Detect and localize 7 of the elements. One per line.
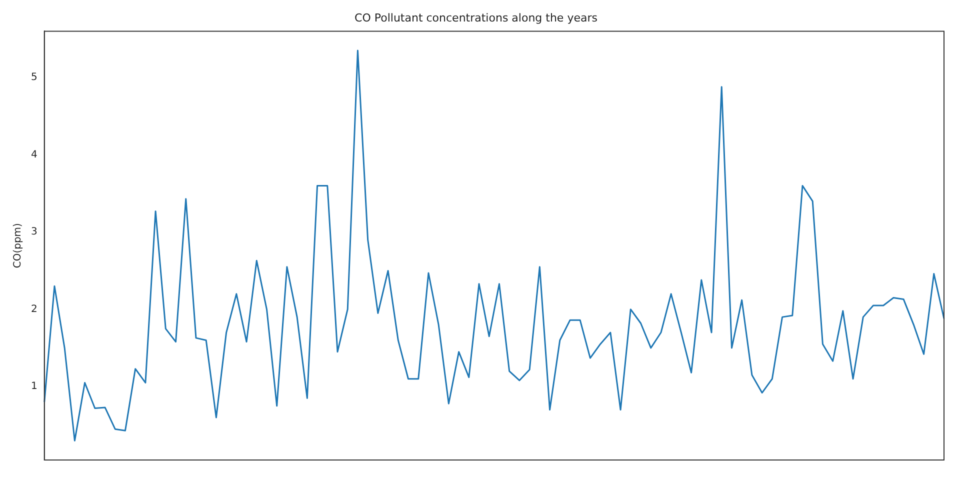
chart-title: CO Pollutant concentrations along the years	[354, 11, 598, 24]
y-tick-label: 3	[30, 226, 38, 238]
y-tick-label: 2	[30, 304, 38, 315]
y-axis-title: CO(ppm)	[12, 222, 24, 268]
y-tick-label: 4	[30, 149, 38, 160]
y-tick-label: 1	[30, 381, 38, 392]
y-tick-label: 5	[30, 72, 38, 84]
